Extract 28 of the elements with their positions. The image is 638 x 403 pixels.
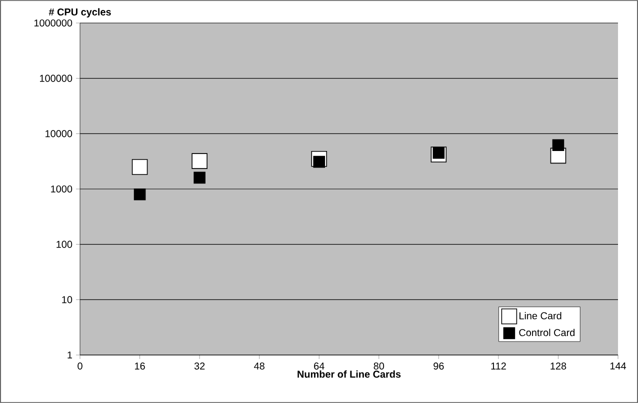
x-tick-label: 32	[194, 362, 205, 370]
point	[194, 172, 206, 184]
point	[192, 153, 208, 169]
legend-label: Line Card	[519, 312, 562, 320]
y-tick-label: 10000	[46, 130, 72, 138]
point	[313, 156, 326, 168]
x-tick-label: 112	[491, 362, 506, 370]
y-tick-label: 1000000	[34, 19, 72, 27]
x-tick-label: 64	[314, 362, 324, 370]
y-axis-title: # CPU cycles	[48, 8, 111, 18]
x-tick-label: 0	[78, 362, 82, 370]
y-tick-label: 100	[56, 240, 72, 248]
x-tick-label: 16	[135, 362, 145, 370]
y-tick-label: 10	[62, 296, 72, 304]
x-tick-label: 144	[610, 362, 626, 370]
y-tick-label: 1	[68, 352, 72, 358]
y-tick-label: 100000	[40, 74, 72, 82]
legend-label: Control Card	[519, 328, 575, 336]
y-tick-label: 1000	[51, 185, 72, 193]
point	[132, 159, 148, 175]
x-tick-label: 80	[374, 362, 384, 370]
x-tick-label: 128	[550, 362, 566, 370]
point	[552, 139, 564, 152]
x-tick-label: 96	[434, 362, 444, 370]
x-tick-label: 48	[254, 362, 264, 370]
point	[432, 146, 445, 159]
x-axis-title: Number of Line Cards	[298, 370, 401, 378]
point	[134, 188, 146, 200]
